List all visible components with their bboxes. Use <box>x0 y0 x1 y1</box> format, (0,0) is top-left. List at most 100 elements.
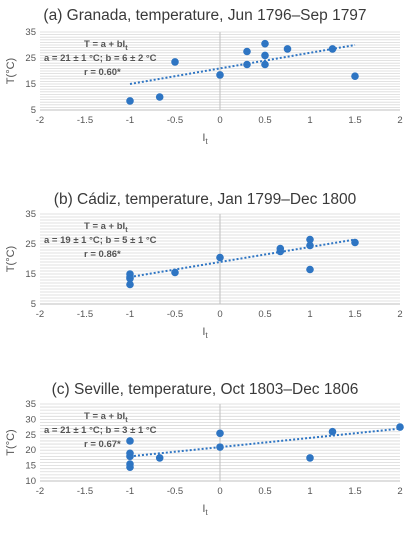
correlation-label: r = 0.67* <box>84 439 121 450</box>
x-axis-label-sub: t <box>205 508 208 517</box>
x-tick-label: 0.5 <box>258 309 271 320</box>
equation-label-sub: t <box>125 226 128 234</box>
x-axis-label-main: I <box>202 132 205 144</box>
coefficients-label: a = 21 ± 1 °C; b = 3 ± 1 °C <box>44 425 157 436</box>
y-tick-label: 25 <box>25 239 36 250</box>
y-tick-label: 35 <box>25 399 36 410</box>
data-point <box>261 51 269 60</box>
trendline <box>129 44 356 85</box>
coefficients-label: a = 21 ± 1 °C; b = 6 ± 2 °C <box>44 53 157 64</box>
data-point <box>155 93 164 101</box>
data-point <box>328 45 337 53</box>
equation-label-main: T = a + bI <box>84 39 125 50</box>
y-tick-label: 30 <box>25 414 36 425</box>
equation-label: T = a + bIt <box>84 411 128 424</box>
data-point <box>216 429 224 438</box>
y-tick-label: 10 <box>25 476 36 487</box>
y-tick-label: 35 <box>25 209 36 220</box>
data-point <box>306 241 314 250</box>
x-axis-label: It <box>202 326 208 340</box>
y-axis-label: T(°C) <box>5 58 17 84</box>
data-point <box>126 280 134 289</box>
x-tick-label: 0 <box>217 486 222 497</box>
y-tick-label: 15 <box>25 461 36 472</box>
x-tick-label: 0.5 <box>258 115 271 126</box>
equation-label-sub: t <box>125 44 128 52</box>
data-point <box>396 423 404 431</box>
data-point <box>126 452 134 461</box>
y-axis-label: T(°C) <box>5 246 17 272</box>
data-point <box>155 454 164 462</box>
equation-label-main: T = a + bI <box>84 411 125 422</box>
y-axis-label: T(°C) <box>5 429 17 455</box>
x-tick-label: -0.5 <box>167 115 183 126</box>
data-point <box>351 72 359 80</box>
y-tick-label: 5 <box>31 299 36 310</box>
x-tick-label: -1.5 <box>77 115 93 126</box>
data-point <box>243 60 251 69</box>
x-tick-label: 0.5 <box>258 486 271 497</box>
x-tick-label: 2 <box>397 309 402 320</box>
data-point <box>216 443 224 451</box>
equation-label-main: T = a + bI <box>84 221 125 232</box>
data-point <box>306 265 314 274</box>
data-point <box>261 60 269 69</box>
data-point <box>216 71 224 79</box>
x-axis-label: It <box>202 132 208 146</box>
data-point <box>126 97 134 105</box>
x-tick-label: 1 <box>307 309 312 320</box>
data-point <box>283 45 292 53</box>
x-tick-label: 1.5 <box>348 486 361 497</box>
data-point <box>126 463 134 471</box>
trendline <box>129 427 401 458</box>
chart-title: (c) Seville, temperature, Oct 1803–Dec 1… <box>52 381 359 398</box>
x-tick-label: -1 <box>126 486 134 497</box>
x-tick-label: -1 <box>126 309 134 320</box>
equation-label: T = a + bIt <box>84 221 128 234</box>
data-point <box>171 268 179 277</box>
data-point <box>306 454 314 462</box>
x-tick-label: -1.5 <box>77 486 93 497</box>
y-tick-label: 20 <box>25 445 36 456</box>
data-point <box>306 235 314 244</box>
x-tick-label: -0.5 <box>167 309 183 320</box>
x-tick-label: -2 <box>36 486 44 497</box>
data-point <box>243 47 251 56</box>
chart-panel-1: (a) Granada, temperature, Jun 1796–Sep 1… <box>5 7 403 146</box>
y-tick-label: 25 <box>25 430 36 441</box>
data-point <box>126 274 134 283</box>
x-tick-label: 2 <box>397 486 402 497</box>
y-tick-label: 15 <box>25 79 36 90</box>
x-tick-label: 0 <box>217 309 222 320</box>
data-point <box>261 39 269 48</box>
x-tick-label: -0.5 <box>167 486 183 497</box>
x-axis-label: It <box>202 503 208 517</box>
chart-panel-2: (b) Cádiz, temperature, Jan 1799–Dec 180… <box>5 191 403 340</box>
data-point <box>351 238 359 247</box>
correlation-label: r = 0.60* <box>84 67 121 78</box>
data-point <box>328 427 337 436</box>
equation-label: T = a + bIt <box>84 39 128 52</box>
data-point <box>126 437 134 445</box>
x-tick-label: 2 <box>397 115 402 126</box>
coefficients-label: a = 19 ± 1 °C; b = 5 ± 1 °C <box>44 235 157 246</box>
x-tick-label: 0 <box>217 115 222 126</box>
x-tick-label: 1 <box>307 115 312 126</box>
x-axis-label-sub: t <box>205 331 208 340</box>
x-axis-label-sub: t <box>205 137 208 146</box>
y-tick-label: 5 <box>31 105 36 116</box>
data-point <box>216 253 224 262</box>
x-tick-label: 1.5 <box>348 309 361 320</box>
x-tick-label: -1.5 <box>77 309 93 320</box>
y-tick-label: 15 <box>25 269 36 280</box>
x-axis-label-main: I <box>202 503 205 515</box>
x-tick-label: 1.5 <box>348 115 361 126</box>
y-tick-label: 35 <box>25 27 36 38</box>
equation-label-sub: t <box>125 416 128 424</box>
y-tick-label: 25 <box>25 53 36 64</box>
x-axis-label-main: I <box>202 326 205 338</box>
chart-panel-3: (c) Seville, temperature, Oct 1803–Dec 1… <box>5 381 404 517</box>
chart-title: (b) Cádiz, temperature, Jan 1799–Dec 180… <box>54 191 357 208</box>
chart-title: (a) Granada, temperature, Jun 1796–Sep 1… <box>43 7 366 24</box>
